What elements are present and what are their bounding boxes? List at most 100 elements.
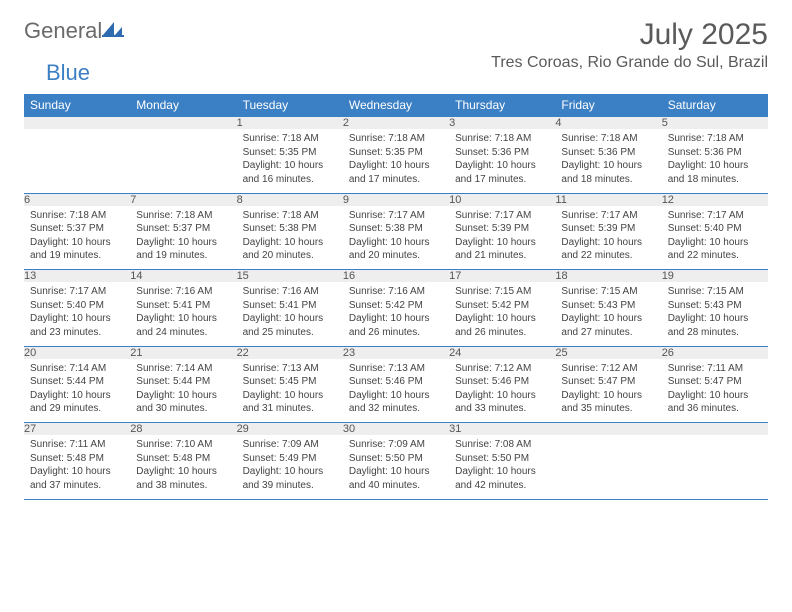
day-cell: Sunrise: 7:17 AMSunset: 5:38 PMDaylight:… xyxy=(343,206,449,270)
day-number: 8 xyxy=(237,193,343,206)
day-number: 16 xyxy=(343,270,449,283)
day-content: Sunrise: 7:18 AMSunset: 5:36 PMDaylight:… xyxy=(449,129,555,192)
day-number: 17 xyxy=(449,270,555,283)
day-number: 31 xyxy=(449,423,555,436)
day-number: 20 xyxy=(24,346,130,359)
day-number: 23 xyxy=(343,346,449,359)
day-content: Sunrise: 7:10 AMSunset: 5:48 PMDaylight:… xyxy=(130,435,236,498)
day-cell: Sunrise: 7:18 AMSunset: 5:36 PMDaylight:… xyxy=(449,129,555,193)
empty-day-cell xyxy=(130,129,236,193)
day-cell: Sunrise: 7:18 AMSunset: 5:37 PMDaylight:… xyxy=(24,206,130,270)
day-content: Sunrise: 7:12 AMSunset: 5:47 PMDaylight:… xyxy=(555,359,661,422)
day-number: 30 xyxy=(343,423,449,436)
day-number: 13 xyxy=(24,270,130,283)
day-cell: Sunrise: 7:13 AMSunset: 5:46 PMDaylight:… xyxy=(343,359,449,423)
empty-day-cell xyxy=(662,435,768,499)
day-content: Sunrise: 7:15 AMSunset: 5:43 PMDaylight:… xyxy=(662,282,768,345)
day-content: Sunrise: 7:18 AMSunset: 5:37 PMDaylight:… xyxy=(130,206,236,269)
day-number: 9 xyxy=(343,193,449,206)
day-number: 14 xyxy=(130,270,236,283)
week-number-row: 20212223242526 xyxy=(24,346,768,359)
day-number: 22 xyxy=(237,346,343,359)
day-content: Sunrise: 7:08 AMSunset: 5:50 PMDaylight:… xyxy=(449,435,555,498)
day-cell: Sunrise: 7:14 AMSunset: 5:44 PMDaylight:… xyxy=(24,359,130,423)
empty-day-cell xyxy=(24,129,130,193)
day-number: 10 xyxy=(449,193,555,206)
weekday-header: Friday xyxy=(555,94,661,117)
day-content: Sunrise: 7:18 AMSunset: 5:36 PMDaylight:… xyxy=(662,129,768,192)
month-title: July 2025 xyxy=(491,18,768,52)
calendar-table: SundayMondayTuesdayWednesdayThursdayFrid… xyxy=(24,94,768,500)
day-cell: Sunrise: 7:17 AMSunset: 5:39 PMDaylight:… xyxy=(555,206,661,270)
logo-sail-icon xyxy=(102,20,124,43)
day-content: Sunrise: 7:12 AMSunset: 5:46 PMDaylight:… xyxy=(449,359,555,422)
day-number: 6 xyxy=(24,193,130,206)
day-cell: Sunrise: 7:12 AMSunset: 5:47 PMDaylight:… xyxy=(555,359,661,423)
day-number: 2 xyxy=(343,117,449,130)
day-content: Sunrise: 7:13 AMSunset: 5:45 PMDaylight:… xyxy=(237,359,343,422)
day-cell: Sunrise: 7:18 AMSunset: 5:37 PMDaylight:… xyxy=(130,206,236,270)
day-content: Sunrise: 7:14 AMSunset: 5:44 PMDaylight:… xyxy=(24,359,130,422)
day-content: Sunrise: 7:18 AMSunset: 5:36 PMDaylight:… xyxy=(555,129,661,192)
location-text: Tres Coroas, Rio Grande do Sul, Brazil xyxy=(491,54,768,72)
day-number: 21 xyxy=(130,346,236,359)
day-content: Sunrise: 7:15 AMSunset: 5:43 PMDaylight:… xyxy=(555,282,661,345)
day-content: Sunrise: 7:11 AMSunset: 5:48 PMDaylight:… xyxy=(24,435,130,498)
day-content: Sunrise: 7:18 AMSunset: 5:35 PMDaylight:… xyxy=(343,129,449,192)
weekday-header: Tuesday xyxy=(237,94,343,117)
day-cell: Sunrise: 7:08 AMSunset: 5:50 PMDaylight:… xyxy=(449,435,555,499)
day-number: 1 xyxy=(237,117,343,130)
week-content-row: Sunrise: 7:11 AMSunset: 5:48 PMDaylight:… xyxy=(24,435,768,499)
week-content-row: Sunrise: 7:18 AMSunset: 5:35 PMDaylight:… xyxy=(24,129,768,193)
logo: General xyxy=(24,18,126,44)
day-cell: Sunrise: 7:12 AMSunset: 5:46 PMDaylight:… xyxy=(449,359,555,423)
day-content: Sunrise: 7:15 AMSunset: 5:42 PMDaylight:… xyxy=(449,282,555,345)
weekday-header-row: SundayMondayTuesdayWednesdayThursdayFrid… xyxy=(24,94,768,117)
calendar-page: General July 2025 Tres Coroas, Rio Grand… xyxy=(0,0,792,518)
day-content: Sunrise: 7:13 AMSunset: 5:46 PMDaylight:… xyxy=(343,359,449,422)
day-content: Sunrise: 7:16 AMSunset: 5:42 PMDaylight:… xyxy=(343,282,449,345)
day-number: 19 xyxy=(662,270,768,283)
day-cell: Sunrise: 7:18 AMSunset: 5:38 PMDaylight:… xyxy=(237,206,343,270)
day-cell: Sunrise: 7:17 AMSunset: 5:40 PMDaylight:… xyxy=(24,282,130,346)
day-content: Sunrise: 7:17 AMSunset: 5:40 PMDaylight:… xyxy=(24,282,130,345)
day-cell: Sunrise: 7:09 AMSunset: 5:50 PMDaylight:… xyxy=(343,435,449,499)
week-content-row: Sunrise: 7:17 AMSunset: 5:40 PMDaylight:… xyxy=(24,282,768,346)
day-content: Sunrise: 7:16 AMSunset: 5:41 PMDaylight:… xyxy=(130,282,236,345)
day-number: 29 xyxy=(237,423,343,436)
day-cell: Sunrise: 7:11 AMSunset: 5:48 PMDaylight:… xyxy=(24,435,130,499)
day-number: 11 xyxy=(555,193,661,206)
day-number: 27 xyxy=(24,423,130,436)
day-cell: Sunrise: 7:17 AMSunset: 5:39 PMDaylight:… xyxy=(449,206,555,270)
day-cell: Sunrise: 7:10 AMSunset: 5:48 PMDaylight:… xyxy=(130,435,236,499)
empty-day-number xyxy=(130,117,236,130)
day-number: 12 xyxy=(662,193,768,206)
day-number: 15 xyxy=(237,270,343,283)
logo-text-blue: Blue xyxy=(46,60,90,85)
week-content-row: Sunrise: 7:18 AMSunset: 5:37 PMDaylight:… xyxy=(24,206,768,270)
day-content: Sunrise: 7:14 AMSunset: 5:44 PMDaylight:… xyxy=(130,359,236,422)
day-content: Sunrise: 7:09 AMSunset: 5:49 PMDaylight:… xyxy=(237,435,343,498)
day-number: 5 xyxy=(662,117,768,130)
day-content: Sunrise: 7:17 AMSunset: 5:39 PMDaylight:… xyxy=(555,206,661,269)
day-cell: Sunrise: 7:09 AMSunset: 5:49 PMDaylight:… xyxy=(237,435,343,499)
day-number: 26 xyxy=(662,346,768,359)
weekday-header: Sunday xyxy=(24,94,130,117)
day-number: 18 xyxy=(555,270,661,283)
day-number: 25 xyxy=(555,346,661,359)
day-number: 7 xyxy=(130,193,236,206)
day-content: Sunrise: 7:18 AMSunset: 5:37 PMDaylight:… xyxy=(24,206,130,269)
week-content-row: Sunrise: 7:14 AMSunset: 5:44 PMDaylight:… xyxy=(24,359,768,423)
day-cell: Sunrise: 7:18 AMSunset: 5:36 PMDaylight:… xyxy=(662,129,768,193)
day-content: Sunrise: 7:18 AMSunset: 5:38 PMDaylight:… xyxy=(237,206,343,269)
weekday-header: Monday xyxy=(130,94,236,117)
day-content: Sunrise: 7:18 AMSunset: 5:35 PMDaylight:… xyxy=(237,129,343,192)
day-number: 4 xyxy=(555,117,661,130)
day-number: 28 xyxy=(130,423,236,436)
logo-text-general: General xyxy=(24,18,102,44)
day-cell: Sunrise: 7:14 AMSunset: 5:44 PMDaylight:… xyxy=(130,359,236,423)
week-number-row: 13141516171819 xyxy=(24,270,768,283)
day-cell: Sunrise: 7:13 AMSunset: 5:45 PMDaylight:… xyxy=(237,359,343,423)
day-cell: Sunrise: 7:16 AMSunset: 5:41 PMDaylight:… xyxy=(130,282,236,346)
day-cell: Sunrise: 7:18 AMSunset: 5:36 PMDaylight:… xyxy=(555,129,661,193)
